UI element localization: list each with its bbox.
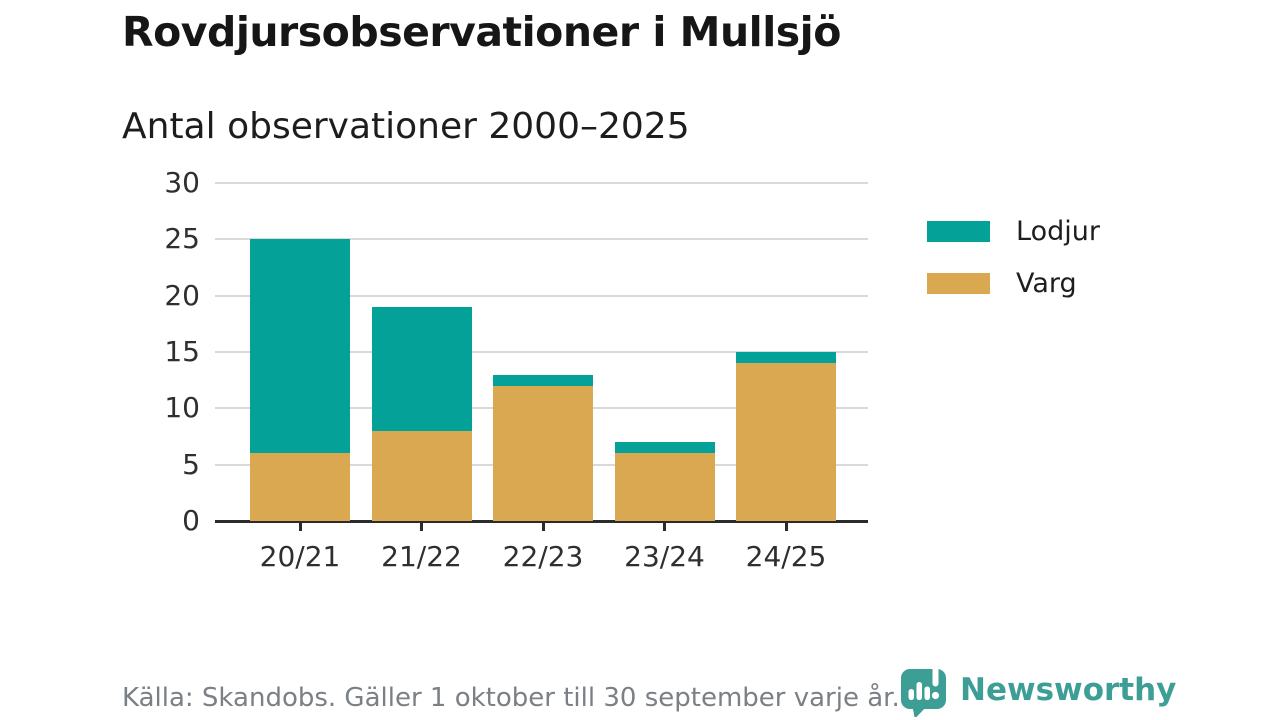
page-title: Rovdjursobservationer i Mullsjö xyxy=(122,8,841,56)
legend-item-lodjur: Lodjur xyxy=(927,216,1100,247)
bar-20-21-lodjur xyxy=(250,239,350,454)
y-tick-label-20: 20 xyxy=(164,278,200,312)
x-axis-tick xyxy=(663,521,666,531)
newsworthy-wordmark: Newsworthy xyxy=(960,672,1177,708)
source-note: Källa: Skandobs. Gäller 1 oktober till 3… xyxy=(122,683,900,713)
x-axis-tick xyxy=(298,521,302,531)
y-tick-label-10: 10 xyxy=(164,391,200,425)
y-tick-label-25: 25 xyxy=(164,222,200,256)
x-tick-label-23-24: 23/24 xyxy=(624,540,705,573)
chart-legend: Lodjur Varg xyxy=(927,216,1100,320)
bar-21-22-varg xyxy=(371,430,472,521)
bar-22-23-varg xyxy=(493,385,593,521)
gridline-y25 xyxy=(215,238,868,241)
legend-item-varg: Varg xyxy=(927,268,1100,299)
y-tick-label-15: 15 xyxy=(164,335,200,368)
x-tick-label-20-21: 20/21 xyxy=(259,540,341,573)
bar-22-23-lodjur xyxy=(493,374,593,386)
x-axis-tick xyxy=(784,521,788,531)
x-axis-tick xyxy=(420,521,423,531)
bar-23-24-lodjur xyxy=(614,442,715,454)
y-tick-label-5: 5 xyxy=(182,447,200,481)
bar-23-24-varg xyxy=(614,453,715,521)
bar-20-21-varg xyxy=(250,453,350,521)
legend-label-varg: Varg xyxy=(1016,268,1077,299)
legend-swatch-lodjur xyxy=(927,221,990,242)
newsworthy-logo: Newsworthy xyxy=(898,663,1176,717)
legend-swatch-varg xyxy=(927,273,990,294)
x-tick-label-21-22: 21/22 xyxy=(381,540,462,573)
newsworthy-bubble-chart-icon xyxy=(901,665,946,717)
gridline-y30 xyxy=(215,182,868,184)
bar-24-25-lodjur xyxy=(736,352,836,364)
gridline-y20 xyxy=(215,294,868,297)
legend-label-lodjur: Lodjur xyxy=(1016,216,1100,247)
y-tick-label-30: 30 xyxy=(164,166,200,199)
plot-area xyxy=(215,182,868,531)
bar-24-25-varg xyxy=(736,363,836,521)
gridline-y15 xyxy=(215,351,868,353)
x-tick-label-24-25: 24/25 xyxy=(745,540,827,573)
y-tick-label-0: 0 xyxy=(182,504,200,537)
bar-21-22-lodjur xyxy=(371,306,472,431)
x-axis-tick xyxy=(541,521,545,531)
chart-subtitle: Antal observationer 2000–2025 xyxy=(122,106,690,147)
x-tick-label-22-23: 22/23 xyxy=(502,540,584,573)
